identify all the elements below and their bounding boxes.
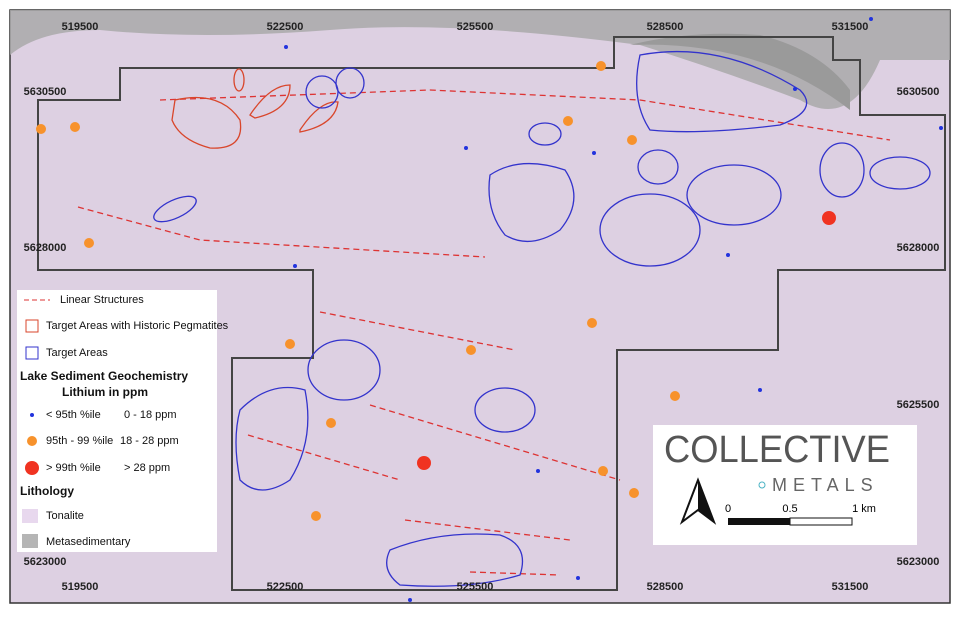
- legend-swatch: [25, 461, 39, 475]
- x-coord-label: 531500: [832, 21, 869, 33]
- linear-structures: [77, 89, 891, 576]
- scale-label: 1 km: [852, 503, 876, 515]
- legend-label: Metasedimentary: [46, 536, 131, 548]
- y-coord-label: 5623000: [897, 556, 940, 568]
- scale-bar: [728, 518, 790, 525]
- logo-subtitle: METALS: [772, 475, 879, 495]
- scale-label: 0.5: [782, 503, 797, 515]
- y-coord-label: 5628000: [897, 242, 940, 254]
- y-coord-label: 5630500: [24, 86, 67, 98]
- legend-heading: Lake Sediment Geochemistry: [20, 369, 188, 383]
- x-coord-label: 519500: [62, 21, 99, 33]
- legend-label: 0 - 18 ppm: [124, 409, 177, 421]
- logo-name: COLLECTIVE: [664, 429, 890, 471]
- legend-swatch: [25, 346, 39, 360]
- legend-label: > 99th %ile: [46, 462, 101, 474]
- legend-heading: Lithium in ppm: [62, 385, 148, 399]
- legend-label: < 95th %ile: [46, 409, 101, 421]
- legend-heading: Lithology: [20, 484, 74, 498]
- legend-swatch: [25, 319, 39, 333]
- legend-label: > 28 ppm: [124, 462, 170, 474]
- legend-swatch: [30, 413, 34, 417]
- x-coord-label: 525500: [457, 21, 494, 33]
- y-coord-label: 5625500: [897, 399, 940, 411]
- target-areas: [153, 50, 931, 587]
- historic-target-areas: [171, 68, 339, 149]
- y-coord-label: 5630500: [897, 86, 940, 98]
- legend-label: Linear Structures: [60, 294, 144, 306]
- mid-samples: [36, 61, 680, 521]
- x-coord-label: 522500: [267, 581, 304, 593]
- legend-box: [17, 290, 217, 552]
- legend-label: Target Areas: [46, 347, 108, 359]
- x-coord-label: 522500: [267, 21, 304, 33]
- x-coord-label: 531500: [832, 581, 869, 593]
- high-samples: [417, 211, 836, 470]
- x-coord-label: 528500: [647, 21, 684, 33]
- legend-label: Tonalite: [46, 510, 84, 522]
- legend-swatch: [27, 436, 37, 446]
- y-coord-label: 5628000: [24, 242, 67, 254]
- legend-swatch: [22, 534, 38, 548]
- scale-label: 0: [725, 503, 731, 515]
- x-coord-label: 519500: [62, 581, 99, 593]
- y-coord-label: 5623000: [24, 556, 67, 568]
- legend-label: Target Areas with Historic Pegmatites: [46, 320, 229, 332]
- low-samples: [284, 17, 943, 602]
- x-coord-label: 528500: [647, 581, 684, 593]
- logo-dot: [758, 481, 766, 489]
- legend-swatch: [22, 509, 38, 523]
- legend-label: 18 - 28 ppm: [120, 435, 179, 447]
- legend-label: 95th - 99 %ile: [46, 435, 113, 447]
- property-boundary: [37, 36, 946, 591]
- scale-bar: [789, 517, 853, 526]
- x-coord-label: 525500: [457, 581, 494, 593]
- north-arrow: [698, 480, 714, 522]
- metasedimentary-area: [630, 33, 850, 110]
